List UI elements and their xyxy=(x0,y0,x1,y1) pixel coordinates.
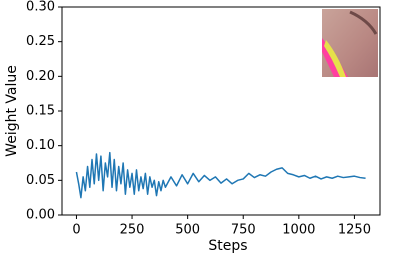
y-tick-label: 0.10 xyxy=(26,138,55,153)
x-tick-label: 1250 xyxy=(338,223,371,238)
y-tick-label: 0.20 xyxy=(26,69,55,84)
y-tick-label: 0.15 xyxy=(26,104,55,119)
y-axis-label: Weight Value xyxy=(4,65,20,157)
x-tick-label: 500 xyxy=(175,223,200,238)
x-tick-label: 1000 xyxy=(282,223,315,238)
y-tick-label: 0.00 xyxy=(26,208,55,223)
x-axis-label: Steps xyxy=(208,238,247,254)
y-tick-label: 0.30 xyxy=(26,0,55,15)
inset-image xyxy=(322,9,378,77)
x-tick-label: 0 xyxy=(72,223,80,238)
x-tick-label: 250 xyxy=(120,223,145,238)
x-tick-label: 750 xyxy=(231,223,256,238)
data-line xyxy=(75,151,366,199)
y-tick-label: 0.25 xyxy=(26,34,55,49)
y-tick-label: 0.05 xyxy=(26,173,55,188)
